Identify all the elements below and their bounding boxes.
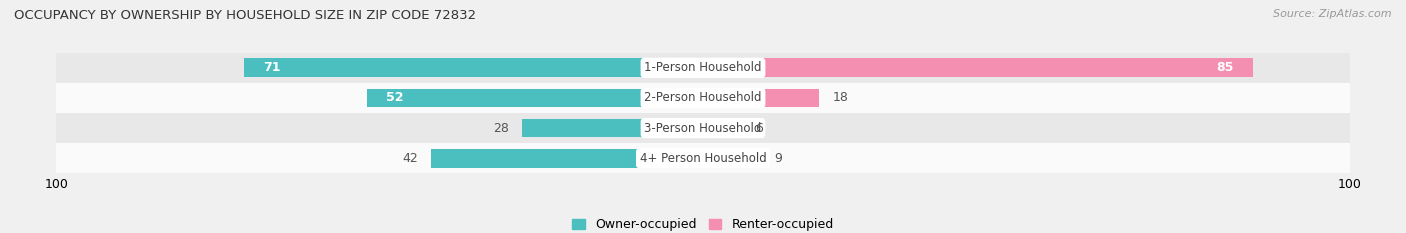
Text: Source: ZipAtlas.com: Source: ZipAtlas.com <box>1274 9 1392 19</box>
Bar <box>703 89 820 107</box>
Text: 6: 6 <box>755 122 762 135</box>
Bar <box>56 143 1350 173</box>
Text: 4+ Person Household: 4+ Person Household <box>640 152 766 165</box>
Text: 52: 52 <box>387 91 404 104</box>
Legend: Owner-occupied, Renter-occupied: Owner-occupied, Renter-occupied <box>568 213 838 233</box>
Text: 1-Person Household: 1-Person Household <box>644 61 762 74</box>
Text: 9: 9 <box>775 152 782 165</box>
Text: 3-Person Household: 3-Person Household <box>644 122 762 135</box>
Bar <box>56 83 1350 113</box>
Bar <box>432 149 703 168</box>
Text: 18: 18 <box>832 91 848 104</box>
Text: 42: 42 <box>402 152 419 165</box>
Text: 28: 28 <box>494 122 509 135</box>
Bar <box>703 119 742 137</box>
Bar <box>703 58 1253 77</box>
Text: 2-Person Household: 2-Person Household <box>644 91 762 104</box>
Bar <box>243 58 703 77</box>
Bar <box>367 89 703 107</box>
Bar <box>56 113 1350 143</box>
Bar <box>703 149 761 168</box>
Text: 71: 71 <box>263 61 281 74</box>
Text: 85: 85 <box>1216 61 1233 74</box>
Bar <box>522 119 703 137</box>
Text: OCCUPANCY BY OWNERSHIP BY HOUSEHOLD SIZE IN ZIP CODE 72832: OCCUPANCY BY OWNERSHIP BY HOUSEHOLD SIZE… <box>14 9 477 22</box>
Bar <box>56 53 1350 83</box>
